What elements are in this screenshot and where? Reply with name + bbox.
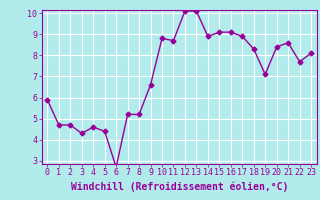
X-axis label: Windchill (Refroidissement éolien,°C): Windchill (Refroidissement éolien,°C) xyxy=(70,181,288,192)
